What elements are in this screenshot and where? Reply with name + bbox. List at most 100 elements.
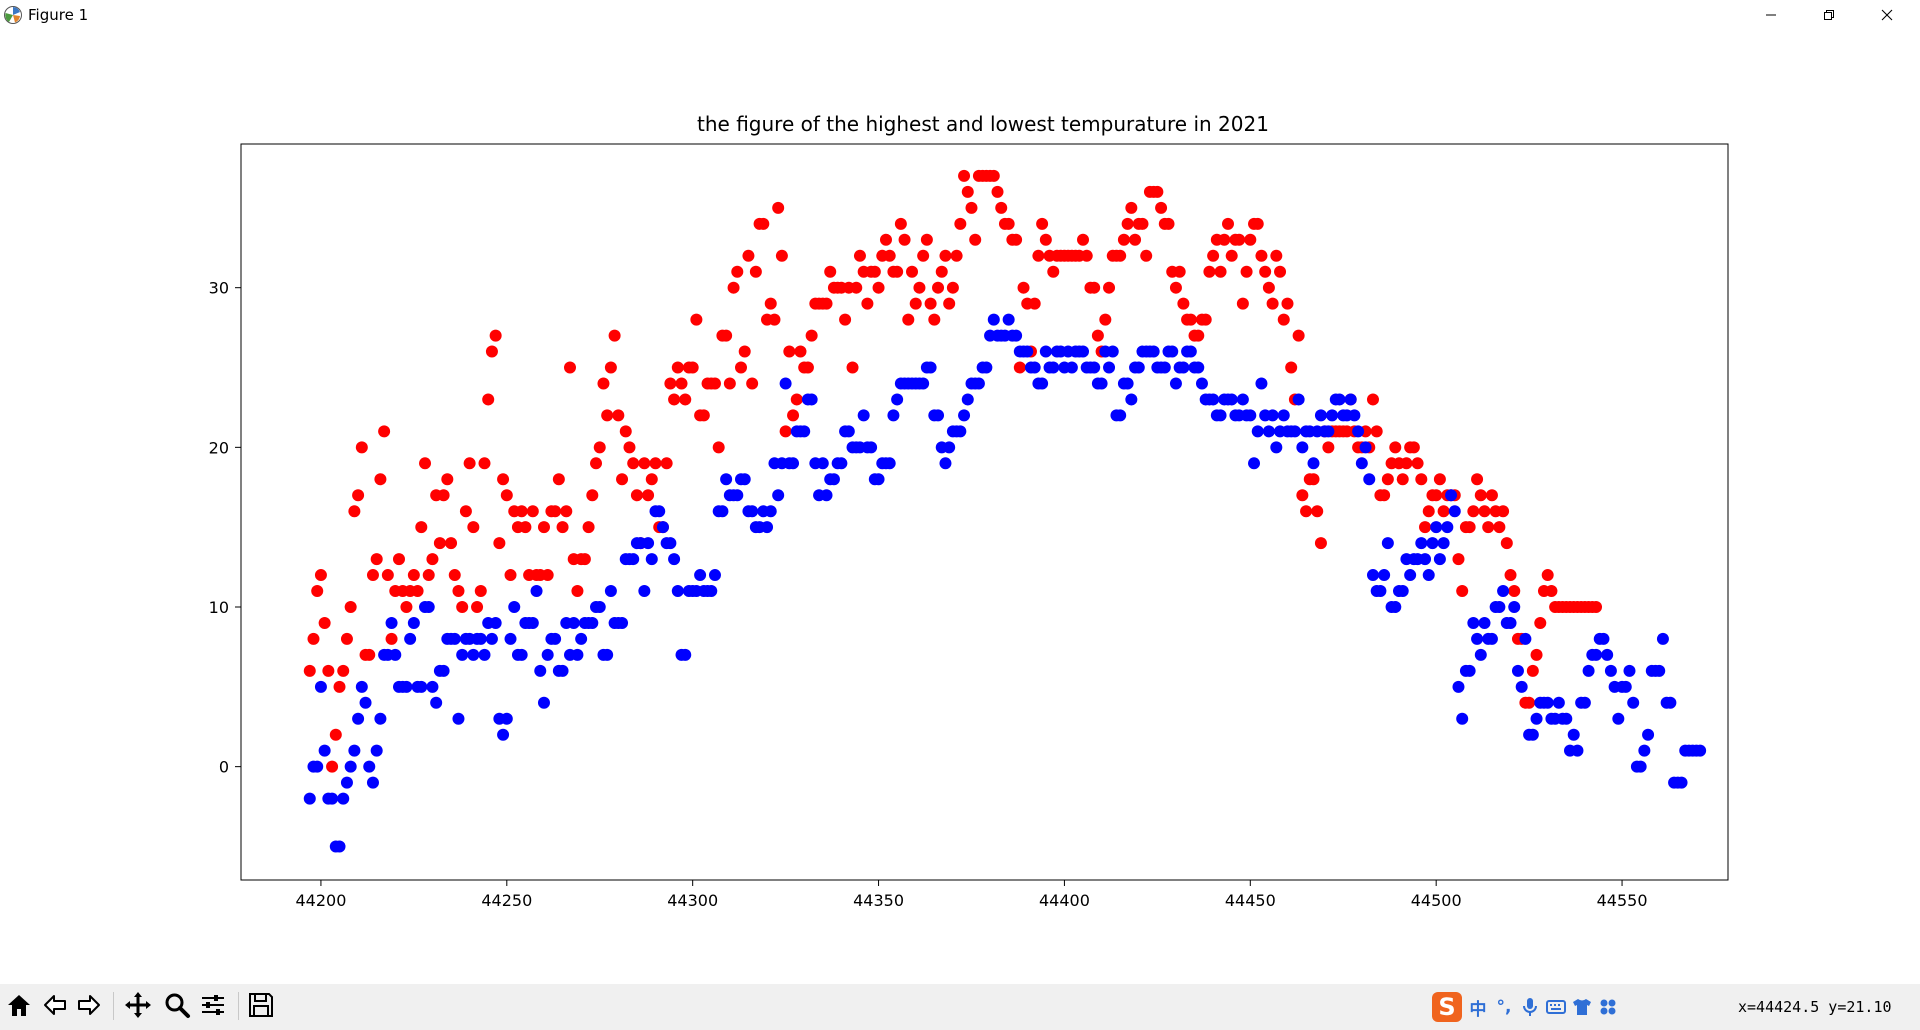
high-point (675, 377, 688, 390)
low-point (1415, 537, 1428, 550)
pan-button[interactable] (121, 988, 155, 1022)
high-point (355, 441, 368, 454)
low-point (575, 632, 588, 645)
low-point (311, 760, 324, 773)
low-point (1389, 600, 1402, 613)
low-point (314, 680, 327, 693)
ime-skin[interactable] (1572, 994, 1592, 1020)
low-point (422, 600, 435, 613)
ime-indicator[interactable]: S 中 °, (1432, 992, 1618, 1022)
high-point (1407, 441, 1420, 454)
high-point (426, 553, 439, 566)
high-point (1463, 521, 1476, 534)
low-point (1437, 537, 1450, 550)
low-point (1125, 393, 1138, 406)
grid-icon (1600, 999, 1616, 1015)
x-tick-label: 44250 (481, 891, 532, 910)
low-point (530, 585, 543, 598)
high-point (374, 473, 387, 486)
low-point (567, 616, 580, 629)
high-point (1203, 265, 1216, 278)
high-point (467, 521, 480, 534)
ime-punctuation[interactable]: °, (1496, 997, 1512, 1017)
high-point (1497, 505, 1510, 518)
high-point (311, 585, 324, 598)
low-point (1363, 473, 1376, 486)
high-point (392, 553, 405, 566)
low-point (407, 616, 420, 629)
high-point (668, 393, 681, 406)
home-icon (8, 995, 30, 1016)
low-point (537, 696, 550, 709)
low-point (344, 760, 357, 773)
low-point (827, 473, 840, 486)
back-button[interactable] (38, 988, 72, 1022)
zoom-button[interactable] (160, 988, 194, 1022)
ime-toolbox[interactable] (1598, 994, 1618, 1020)
low-point (549, 632, 562, 645)
high-point (749, 265, 762, 278)
close-button[interactable] (1858, 0, 1916, 29)
high-point (1002, 217, 1015, 230)
low-point (1441, 521, 1454, 534)
high-point (456, 600, 469, 613)
low-point (1251, 425, 1264, 438)
forward-button[interactable] (72, 988, 106, 1022)
low-point (326, 792, 339, 805)
matplotlib-icon (4, 6, 22, 24)
restore-button[interactable] (1800, 0, 1858, 29)
high-point (1125, 201, 1138, 214)
configure-subplots-icon (202, 995, 224, 1015)
high-point (1381, 473, 1394, 486)
high-point (738, 345, 751, 358)
save-button[interactable] (244, 988, 278, 1022)
high-point (560, 505, 573, 518)
low-point (1262, 425, 1275, 438)
low-point (1612, 712, 1625, 725)
high-point (515, 505, 528, 518)
high-point (608, 329, 621, 342)
high-point (571, 585, 584, 598)
low-point (1307, 457, 1320, 470)
high-point (783, 345, 796, 358)
low-point (430, 696, 443, 709)
high-point (619, 425, 632, 438)
high-point (924, 297, 937, 310)
high-point (1474, 489, 1487, 502)
high-point (1184, 313, 1197, 326)
back-arrow-icon (44, 995, 66, 1015)
high-point (326, 760, 339, 773)
home-button[interactable] (2, 988, 36, 1022)
ime-chinese-mode[interactable]: 中 (1469, 999, 1487, 1020)
low-point (1422, 569, 1435, 582)
low-point (1656, 632, 1669, 645)
high-point (344, 600, 357, 613)
high-point (1396, 473, 1409, 486)
low-point (987, 313, 1000, 326)
low-point (1456, 712, 1469, 725)
high-point (1378, 489, 1391, 502)
forward-arrow-icon (78, 995, 100, 1015)
high-point (1311, 505, 1324, 518)
configure-subplots-button[interactable] (196, 988, 230, 1022)
plot-frame (240, 143, 1729, 881)
high-point (723, 377, 736, 390)
low-point (1582, 664, 1595, 677)
ime-keyboard[interactable] (1546, 994, 1566, 1020)
low-point (1515, 680, 1528, 693)
high-point (787, 409, 800, 422)
high-point (1370, 425, 1383, 438)
high-point (1103, 281, 1116, 294)
high-point (526, 505, 539, 518)
minimize-button[interactable] (1742, 0, 1800, 29)
low-point (1169, 377, 1182, 390)
high-point (485, 345, 498, 358)
x-tick-label: 44500 (1411, 891, 1462, 910)
low-point (694, 569, 707, 582)
low-point (787, 457, 800, 470)
high-point (757, 217, 770, 230)
high-point (1590, 600, 1603, 613)
low-point (1359, 441, 1372, 454)
low-point (1147, 345, 1160, 358)
ime-voice[interactable] (1520, 994, 1540, 1020)
